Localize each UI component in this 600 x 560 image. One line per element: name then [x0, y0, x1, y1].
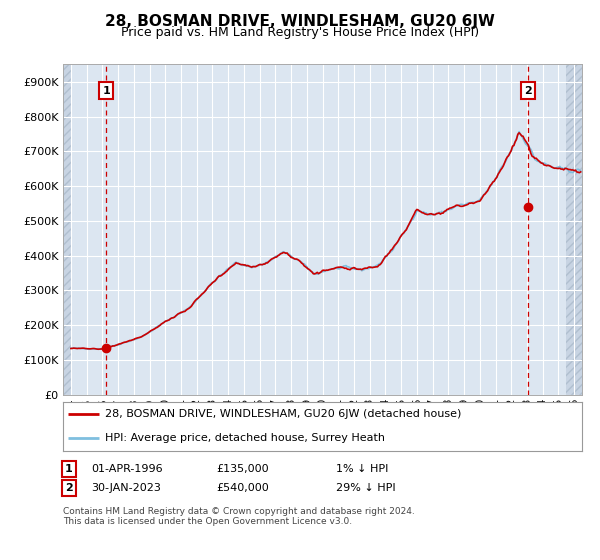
Text: 1% ↓ HPI: 1% ↓ HPI — [336, 464, 388, 474]
Text: £135,000: £135,000 — [216, 464, 269, 474]
Text: 2: 2 — [65, 483, 73, 493]
Text: 30-JAN-2023: 30-JAN-2023 — [91, 483, 161, 493]
Text: Contains HM Land Registry data © Crown copyright and database right 2024.
This d: Contains HM Land Registry data © Crown c… — [63, 507, 415, 526]
Text: £540,000: £540,000 — [216, 483, 269, 493]
Text: 2: 2 — [524, 86, 532, 96]
Text: 28, BOSMAN DRIVE, WINDLESHAM, GU20 6JW (detached house): 28, BOSMAN DRIVE, WINDLESHAM, GU20 6JW (… — [104, 409, 461, 419]
Text: HPI: Average price, detached house, Surrey Heath: HPI: Average price, detached house, Surr… — [104, 433, 385, 443]
Text: 01-APR-1996: 01-APR-1996 — [91, 464, 163, 474]
Bar — [566, 64, 582, 395]
Bar — [63, 64, 71, 395]
Text: 29% ↓ HPI: 29% ↓ HPI — [336, 483, 395, 493]
Text: 1: 1 — [103, 86, 110, 96]
Text: 28, BOSMAN DRIVE, WINDLESHAM, GU20 6JW: 28, BOSMAN DRIVE, WINDLESHAM, GU20 6JW — [105, 14, 495, 29]
Text: Price paid vs. HM Land Registry's House Price Index (HPI): Price paid vs. HM Land Registry's House … — [121, 26, 479, 39]
Text: 1: 1 — [65, 464, 73, 474]
